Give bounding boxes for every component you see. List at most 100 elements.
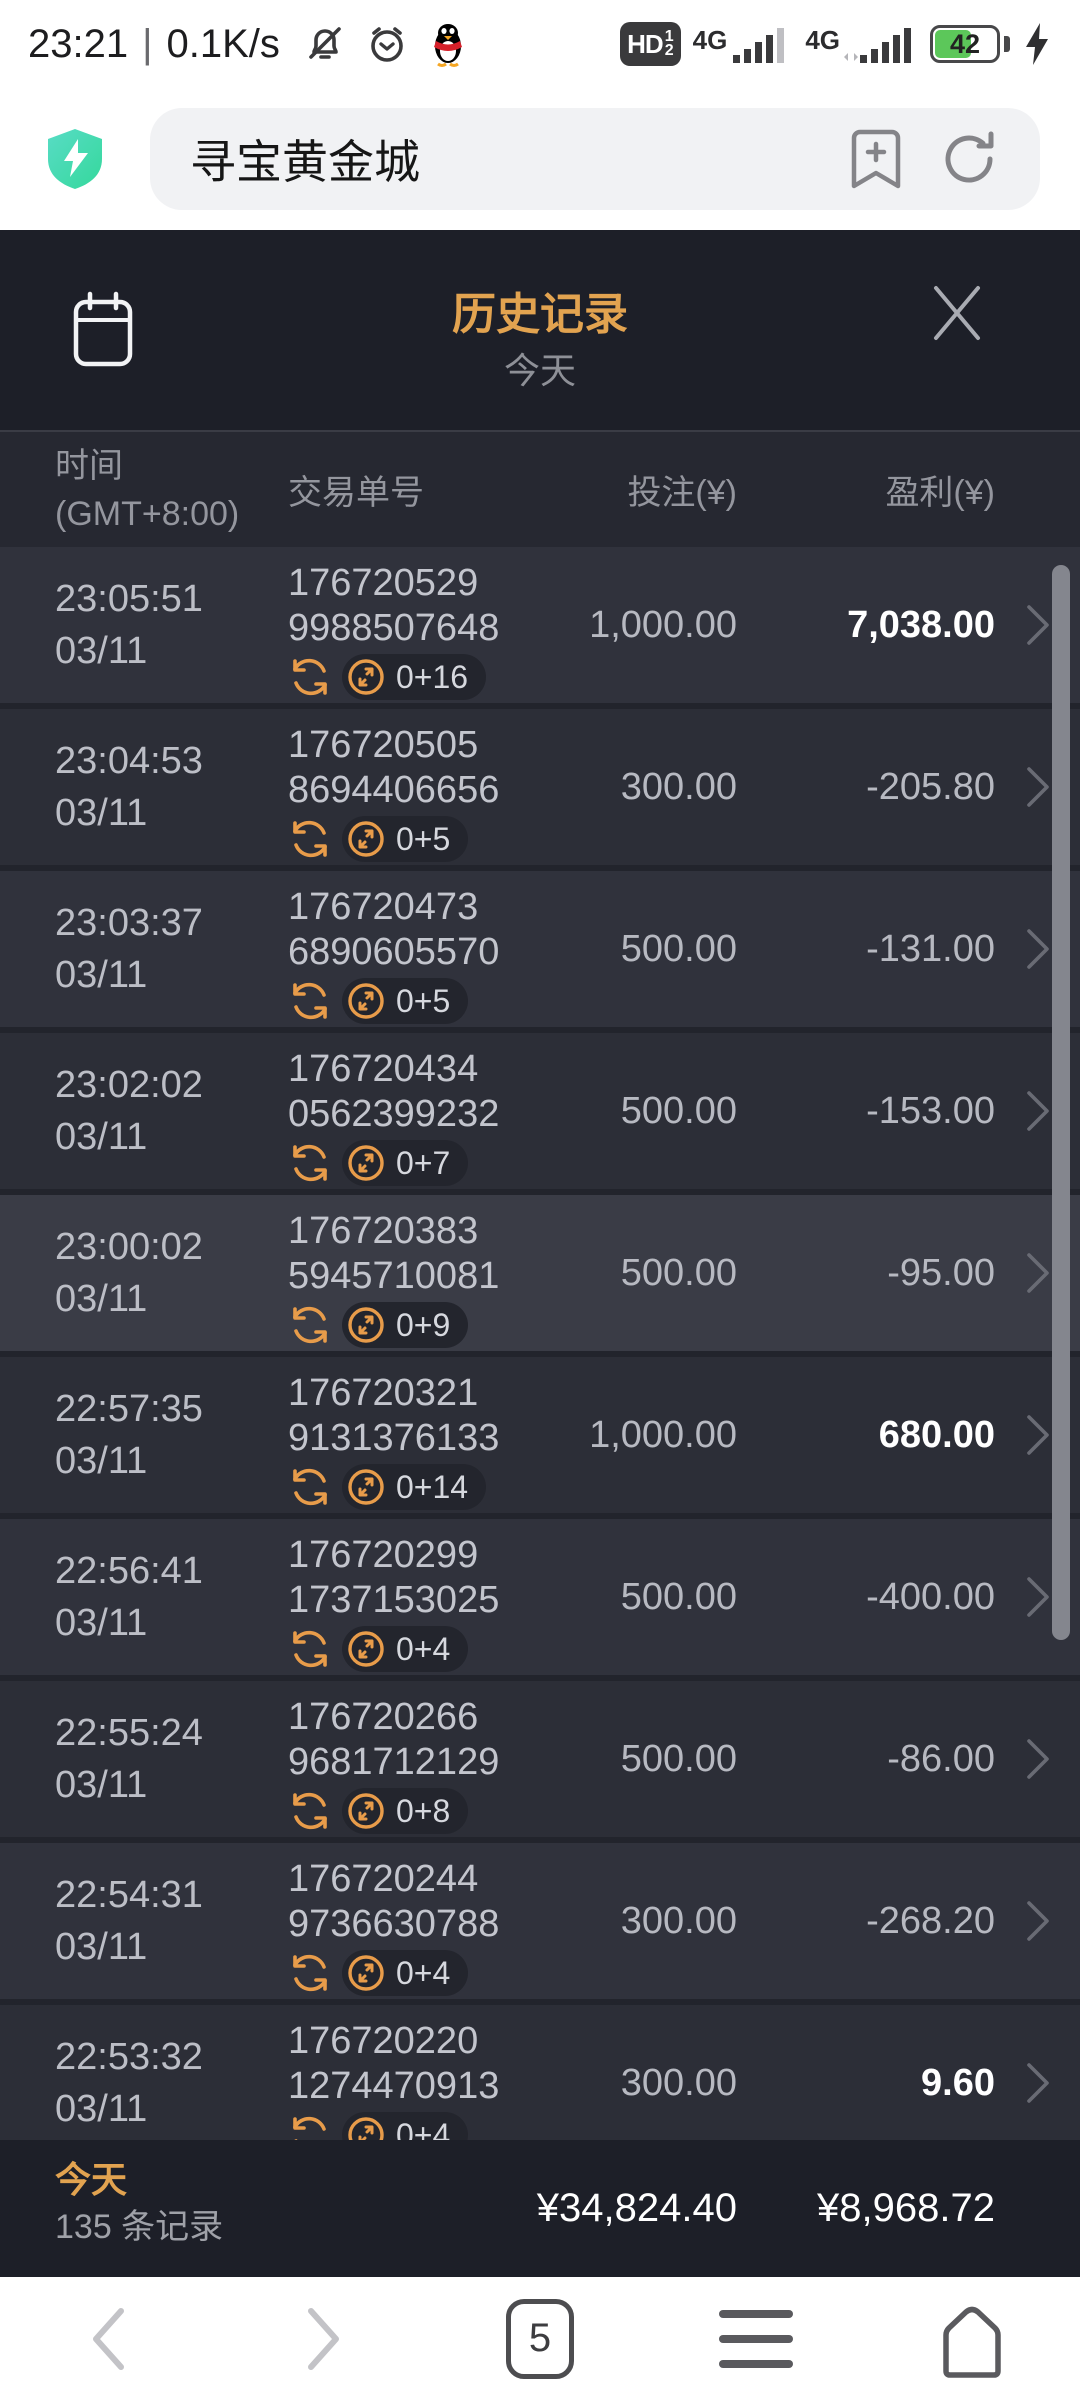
- add-bookmark-icon[interactable]: [848, 126, 904, 192]
- row-bet-amount: 500.00: [620, 1251, 737, 1294]
- chevron-right-icon: [1026, 1415, 1049, 1455]
- row-bet-amount: 500.00: [620, 927, 737, 970]
- status-bar: 23:21 | 0.1K/s: [0, 0, 1080, 88]
- free-spin-icon: [293, 1468, 327, 1506]
- table-row[interactable]: 22:57:35 03/11 176720321 9131376133: [0, 1357, 1080, 1513]
- chevron-right-icon: [1026, 605, 1049, 645]
- bonus-rounds-icon: [348, 1307, 384, 1343]
- row-time: 22:57:35 03/11: [55, 1388, 203, 1482]
- rounds-badge: 0+5: [342, 978, 469, 1024]
- battery-nub: [1004, 36, 1010, 52]
- rounds-badge: 0+4: [342, 1950, 469, 1996]
- history-title: 历史记录: [452, 290, 628, 339]
- rounds-badge: 0+7: [342, 1140, 469, 1186]
- url-field[interactable]: 寻宝黄金城: [150, 108, 1040, 210]
- free-spin-icon: [293, 982, 327, 1020]
- summary-total-bet: ¥34,824.40: [536, 2186, 737, 2230]
- summary-bar: 今天 135 条记录 ¥34,824.40 ¥8,968.72: [0, 2140, 1080, 2277]
- row-bet-amount: 300.00: [620, 765, 737, 808]
- row-bet-amount: 1,000.00: [589, 603, 737, 646]
- row-time: 23:04:53 03/11: [55, 740, 203, 834]
- rounds-badge: 0+16: [342, 654, 487, 700]
- charging-bolt-icon: [1026, 23, 1048, 65]
- table-row[interactable]: 22:56:41 03/11 176720299 1737153025: [0, 1519, 1080, 1675]
- reload-icon[interactable]: [938, 128, 1000, 190]
- chevron-right-icon: [1026, 1091, 1049, 1131]
- rounds-badge: 0+8: [342, 1788, 469, 1834]
- bonus-rounds-icon: [348, 983, 384, 1019]
- row-order-number: 176720434 0562399232: [260, 1033, 560, 1189]
- bonus-rounds-icon: [348, 659, 384, 695]
- back-button[interactable]: [48, 2289, 168, 2389]
- table-row[interactable]: 23:04:53 03/11 176720505 8694406656: [0, 709, 1080, 865]
- table-row[interactable]: 23:03:37 03/11 176720473 6890605570: [0, 871, 1080, 1027]
- row-time: 23:05:51 03/11: [55, 578, 203, 672]
- column-header-time: 时间 (GMT+8:00): [55, 447, 240, 533]
- row-profit-amount: -131.00: [866, 927, 995, 970]
- column-header-bet: 投注(¥): [627, 474, 737, 512]
- rounds-badge: 0+4: [342, 1626, 469, 1672]
- scrollbar-thumb[interactable]: [1052, 565, 1070, 1640]
- menu-button[interactable]: [696, 2289, 816, 2389]
- row-profit-amount: -86.00: [887, 1737, 995, 1780]
- row-time: 22:53:32 03/11: [55, 2036, 203, 2130]
- row-time: 23:02:02 03/11: [55, 1064, 203, 1158]
- forward-button[interactable]: [264, 2289, 384, 2389]
- rounds-badge: 0+5: [342, 816, 469, 862]
- row-order-number: 176720383 5945710081: [260, 1195, 560, 1351]
- bonus-rounds-icon: [348, 1631, 384, 1667]
- page-title-text[interactable]: 寻宝黄金城: [190, 136, 420, 188]
- row-profit-amount: -268.20: [866, 1899, 995, 1942]
- free-spin-icon: [293, 1144, 327, 1182]
- tab-count-icon: 5: [506, 2298, 574, 2379]
- network-speed-text: 0.1K/s: [166, 21, 280, 66]
- table-row[interactable]: 23:02:02 03/11 176720434 0562399232: [0, 1033, 1080, 1189]
- table-row[interactable]: 22:55:24 03/11 176720266 9681712129: [0, 1681, 1080, 1837]
- history-panel: 历史记录 今天 时间 (GMT+8:00) 交易单号 投注(¥) 盈利(¥): [0, 230, 1080, 2277]
- clock-text: 23:21: [28, 21, 129, 66]
- home-icon: [943, 2306, 1001, 2378]
- signal-sim1-icon: 4G: [693, 21, 794, 67]
- chevron-right-icon: [1026, 2063, 1049, 2103]
- column-header-order: 交易单号: [288, 474, 424, 512]
- security-shield-icon[interactable]: [44, 127, 106, 191]
- row-order-number: 176720505 8694406656: [260, 709, 560, 865]
- close-button[interactable]: [926, 282, 988, 349]
- row-bet-amount: 300.00: [620, 1899, 737, 1942]
- row-profit-amount: -400.00: [866, 1575, 995, 1618]
- bonus-rounds-icon: [348, 821, 384, 857]
- rounds-badge: 0+14: [342, 1464, 487, 1510]
- chevron-right-icon: [1026, 929, 1049, 969]
- table-row[interactable]: 22:53:32 03/11 176720220 1274470913: [0, 2005, 1080, 2140]
- row-profit-amount: -205.80: [866, 765, 995, 808]
- row-time: 23:03:37 03/11: [55, 902, 203, 996]
- status-separator: |: [142, 21, 153, 66]
- table-row[interactable]: 22:54:31 03/11 176720244 9736630788: [0, 1843, 1080, 1999]
- table-row[interactable]: 23:05:51 03/11 176720529 9988507648: [0, 547, 1080, 703]
- calendar-button[interactable]: [72, 290, 134, 373]
- free-spin-icon: [293, 1630, 327, 1668]
- free-spin-icon: [293, 1306, 327, 1344]
- row-time: 22:56:41 03/11: [55, 1550, 203, 1644]
- browser-bottom-nav: 5: [0, 2277, 1080, 2400]
- row-order-number: 176720321 9131376133: [260, 1357, 560, 1513]
- row-profit-amount: -95.00: [887, 1251, 995, 1294]
- table-row[interactable]: 23:00:02 03/11 176720383 5945710081: [0, 1195, 1080, 1351]
- forward-chevron-icon: [308, 2307, 339, 2370]
- table-header-row: 时间 (GMT+8:00) 交易单号 投注(¥) 盈利(¥): [0, 430, 1080, 547]
- row-bet-amount: 500.00: [620, 1575, 737, 1618]
- history-header: 历史记录 今天: [0, 230, 1080, 430]
- battery-icon: 42: [930, 25, 1000, 63]
- row-bet-amount: 500.00: [620, 1089, 737, 1132]
- hd-volte-icon: HD 1 2: [620, 22, 681, 66]
- home-button[interactable]: [912, 2289, 1032, 2389]
- rounds-badge: 0+9: [342, 1302, 469, 1348]
- history-date-subtitle: 今天: [503, 350, 576, 391]
- tabs-button[interactable]: 5: [480, 2289, 600, 2389]
- chevron-right-icon: [1026, 1901, 1049, 1941]
- row-profit-amount: 7,038.00: [847, 603, 995, 646]
- row-order-number: 176720220 1274470913: [260, 2005, 560, 2140]
- qq-penguin-icon: [433, 24, 462, 67]
- chevron-right-icon: [1026, 1253, 1049, 1293]
